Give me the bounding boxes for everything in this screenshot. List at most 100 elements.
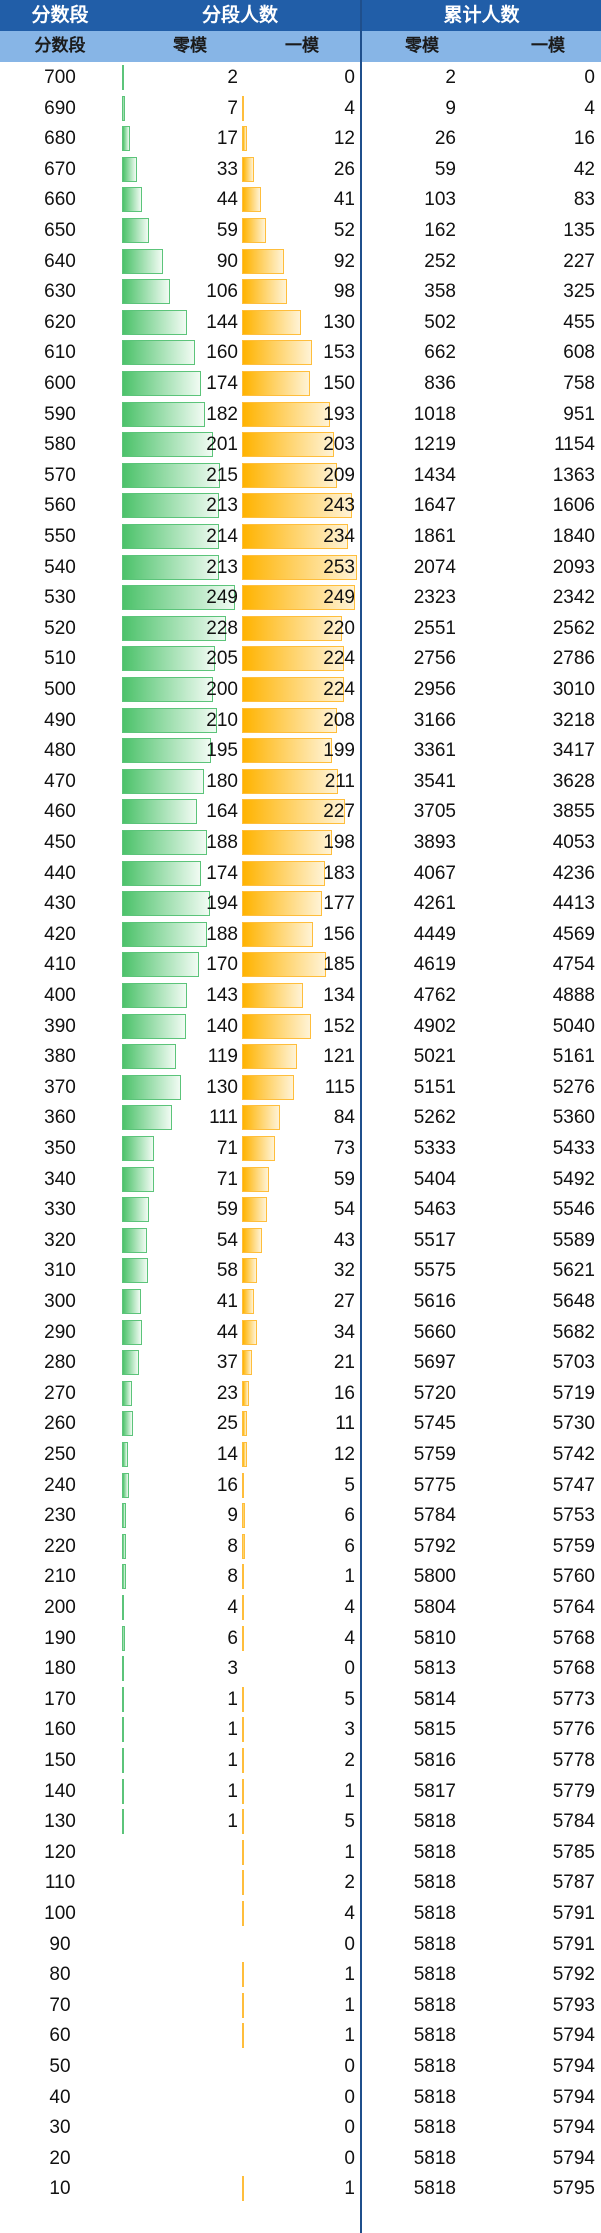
zero-mock-bar (122, 1686, 124, 1712)
zero-mock-count-cell (122, 2112, 238, 2143)
first-mock-count-cell: 0 (344, 1658, 355, 1680)
first-mock-count-cell: 5 (344, 1474, 355, 1496)
score-band-cell: 530 (44, 587, 76, 609)
zero-mock-bar (122, 1136, 155, 1161)
first-mock-count-cell: 203 (323, 434, 355, 456)
cum-first-mock-cell: 5784 (552, 1811, 595, 1833)
score-band-cell: 630 (44, 281, 76, 303)
zero-mock-count-cell: 4 (227, 1597, 238, 1618)
first-mock-count-cell: 1 (344, 1780, 355, 1802)
first-mock-count-cell: 73 (333, 1138, 355, 1159)
score-band-cell: 110 (44, 1872, 76, 1894)
zero-mock-count-cell: 71 (216, 1138, 238, 1159)
zero-mock-bar (122, 1533, 126, 1559)
score-band-cell: 30 (49, 2117, 71, 2139)
cum-zero-mock-cell: 252 (424, 250, 456, 272)
first-mock-count-cell: 4 (344, 1903, 355, 1924)
first-mock-count-cell: 208 (323, 709, 355, 731)
table-row: 210 8 1 5800 5760 (0, 1561, 601, 1592)
cum-zero-mock-cell: 5792 (413, 1535, 456, 1557)
zero-mock-count-cell: 119 (207, 1046, 238, 1068)
zero-mock-count-cell: 37 (216, 1352, 238, 1374)
score-band-cell: 610 (44, 342, 76, 364)
zero-mock-bar (122, 1748, 124, 1773)
cum-first-mock-cell: 951 (563, 403, 595, 425)
column-divider (360, 0, 362, 2233)
cum-zero-mock-cell: 5818 (413, 2056, 456, 2077)
first-mock-bar (242, 1227, 262, 1253)
first-mock-count-cell: 227 (323, 801, 355, 823)
score-band-cell: 260 (44, 1413, 76, 1435)
cum-zero-mock-cell: 3705 (413, 801, 456, 823)
score-band-cell: 10 (49, 2178, 71, 2200)
first-mock-count-cell: 1 (344, 2178, 355, 2200)
cum-first-mock-cell: 5794 (552, 2025, 595, 2047)
cum-first-mock-cell: 5546 (552, 1199, 595, 1221)
score-band-cell: 440 (44, 862, 76, 884)
score-band-cell: 180 (44, 1658, 76, 1680)
cum-zero-mock-cell: 1219 (413, 434, 456, 456)
zero-mock-count-cell: 1 (227, 1688, 238, 1710)
zero-mock-bar (122, 1289, 141, 1314)
first-mock-count-cell: 2 (344, 1872, 355, 1894)
cum-first-mock-cell: 3855 (552, 801, 595, 823)
cum-zero-mock-cell: 5745 (413, 1413, 456, 1435)
table-row: 480 195 199 3361 3417 (0, 735, 601, 766)
zero-mock-bar (122, 1717, 124, 1743)
cum-zero-mock-cell: 5804 (413, 1597, 456, 1618)
zero-mock-count-cell: 140 (206, 1015, 238, 1037)
zero-mock-bar (122, 432, 214, 458)
first-mock-bar (242, 1717, 244, 1743)
zero-mock-bar (122, 1013, 186, 1039)
score-band-cell: 210 (44, 1566, 76, 1588)
first-mock-count-cell: 249 (323, 587, 355, 609)
table-row: 600 174 150 836 758 (0, 368, 601, 399)
score-band-cell: 540 (44, 556, 76, 578)
zero-mock-count-cell: 180 (206, 770, 238, 792)
table-row: 30 0 5818 5794 (0, 2112, 601, 2143)
first-mock-bar (242, 891, 323, 917)
table-row: 50 0 5818 5794 (0, 2051, 601, 2082)
zero-mock-bar (122, 1442, 129, 1467)
first-mock-count-cell: 211 (324, 770, 355, 792)
zero-mock-count-cell (122, 1929, 238, 1960)
first-mock-bar (242, 432, 335, 458)
zero-mock-count-cell (122, 1867, 238, 1898)
cum-zero-mock-cell: 5818 (413, 2025, 456, 2047)
table-row: 510 205 224 2756 2786 (0, 643, 601, 674)
cum-zero-mock-cell: 5810 (413, 1627, 456, 1649)
zero-mock-count-cell (122, 1837, 238, 1868)
zero-mock-count-cell: 195 (206, 740, 238, 762)
table-row: 220 8 6 5792 5759 (0, 1531, 601, 1562)
zero-mock-count-cell (122, 2143, 238, 2174)
zero-mock-count-cell: 174 (206, 373, 238, 394)
cum-first-mock-cell: 4053 (552, 832, 595, 853)
score-band-cell: 160 (44, 1719, 76, 1741)
first-mock-count-cell: 0 (344, 2056, 355, 2077)
cum-zero-mock-cell: 5818 (413, 2147, 456, 2169)
zero-mock-bar (122, 524, 220, 549)
cum-first-mock-cell: 5682 (552, 1321, 595, 1343)
cum-first-mock-cell: 608 (563, 342, 595, 364)
cum-first-mock-cell: 5753 (552, 1505, 595, 1527)
cum-first-mock-cell: 4754 (552, 954, 595, 976)
zero-mock-count-cell: 111 (209, 1107, 238, 1129)
first-mock-bar (242, 860, 326, 886)
subheader-zero-mock: 零模 (173, 36, 207, 56)
first-mock-count-cell: 27 (333, 1291, 355, 1312)
score-band-cell: 580 (44, 434, 76, 456)
zero-mock-bar (122, 65, 124, 90)
cum-zero-mock-cell: 5463 (413, 1199, 456, 1221)
cum-first-mock-cell: 5276 (552, 1076, 595, 1098)
first-mock-bar (242, 1289, 255, 1314)
first-mock-count-cell: 12 (333, 128, 355, 150)
cum-zero-mock-cell: 5660 (413, 1321, 456, 1343)
cum-first-mock-cell: 16 (573, 128, 595, 150)
first-mock-count-cell: 220 (323, 617, 355, 639)
first-mock-bar (242, 1748, 244, 1773)
first-mock-count-cell: 0 (344, 2117, 355, 2139)
first-mock-count-cell: 59 (333, 1168, 355, 1190)
cum-first-mock-cell: 325 (563, 281, 595, 303)
table-row: 190 6 4 5810 5768 (0, 1623, 601, 1654)
first-mock-bar (242, 1044, 297, 1070)
